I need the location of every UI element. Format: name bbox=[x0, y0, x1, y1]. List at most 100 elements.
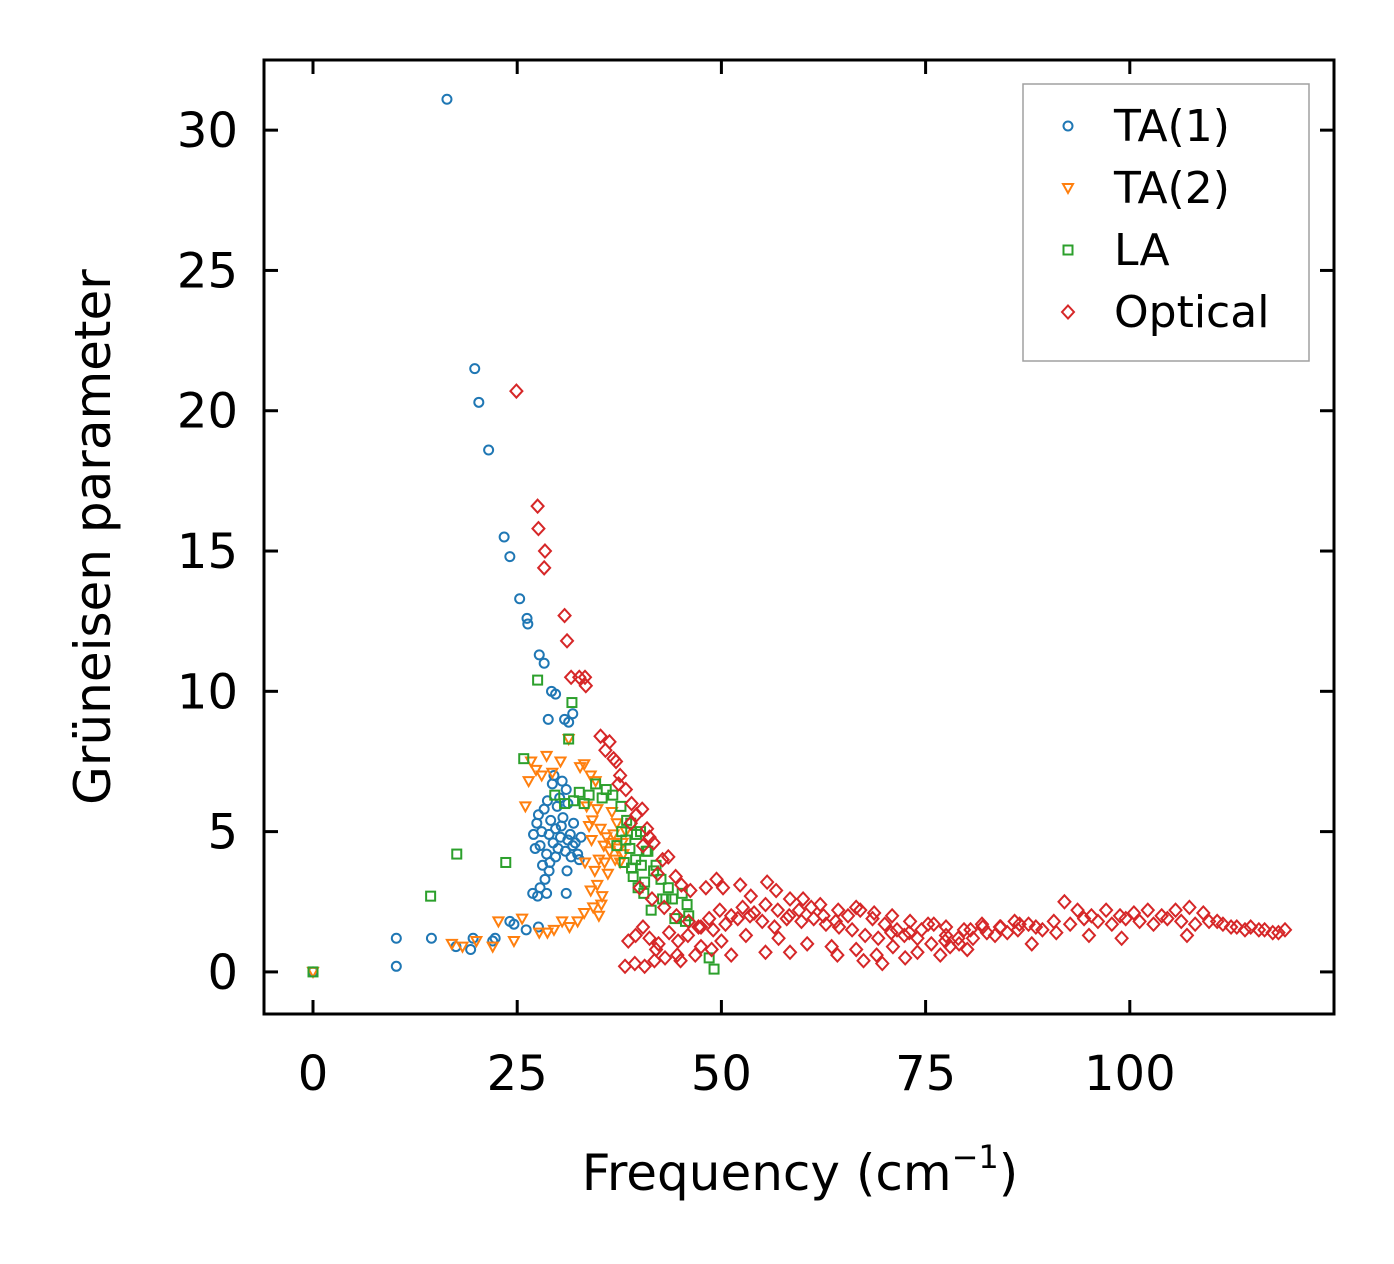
legend-entry: TA(1) bbox=[1062, 101, 1230, 152]
data-point bbox=[541, 887, 553, 899]
data-point bbox=[542, 713, 554, 725]
data-point bbox=[550, 688, 562, 700]
data-point bbox=[824, 938, 840, 955]
data-point bbox=[529, 764, 543, 777]
data-point bbox=[770, 902, 786, 919]
data-point bbox=[701, 910, 717, 927]
series-ta-1 bbox=[307, 93, 587, 978]
data-point bbox=[597, 840, 611, 853]
data-point bbox=[779, 910, 795, 927]
data-point bbox=[648, 941, 664, 958]
data-point bbox=[487, 935, 499, 947]
data-point bbox=[865, 910, 880, 927]
data-point bbox=[1195, 905, 1211, 921]
data-point bbox=[585, 815, 600, 828]
data-point bbox=[618, 781, 634, 798]
data-point bbox=[620, 933, 636, 950]
legend-label: Optical bbox=[1114, 287, 1269, 338]
data-point bbox=[566, 697, 578, 709]
data-point bbox=[656, 899, 672, 916]
y-tick-label: 25 bbox=[177, 243, 238, 299]
y-tick-label: 15 bbox=[177, 524, 238, 580]
data-point bbox=[553, 756, 568, 769]
data-point bbox=[1076, 910, 1092, 927]
data-point bbox=[597, 857, 612, 870]
series-ta-2 bbox=[306, 734, 633, 979]
data-point bbox=[1104, 916, 1120, 933]
data-point bbox=[857, 927, 873, 944]
data-point bbox=[601, 868, 615, 881]
data-point bbox=[521, 612, 533, 624]
data-point bbox=[901, 924, 917, 941]
data-point bbox=[515, 913, 529, 926]
data-point bbox=[1243, 919, 1259, 935]
data-point bbox=[612, 767, 628, 784]
data-point bbox=[681, 913, 697, 930]
data-point bbox=[600, 784, 612, 796]
data-point bbox=[469, 936, 484, 949]
data-point bbox=[555, 820, 567, 832]
data-point bbox=[646, 834, 661, 851]
data-point bbox=[590, 804, 604, 817]
data-point bbox=[956, 921, 972, 938]
data-point bbox=[669, 907, 684, 924]
data-point bbox=[608, 854, 622, 867]
data-point bbox=[885, 938, 901, 955]
data-point bbox=[687, 947, 703, 964]
data-point bbox=[500, 856, 512, 868]
data-point bbox=[1146, 916, 1161, 933]
data-point bbox=[803, 899, 819, 916]
series-optical bbox=[509, 383, 1293, 975]
y-tick-label: 5 bbox=[207, 805, 238, 861]
data-point bbox=[593, 823, 608, 836]
data-point bbox=[540, 927, 555, 940]
data-point bbox=[758, 944, 773, 961]
data-point bbox=[1070, 902, 1085, 919]
data-point bbox=[758, 896, 773, 913]
data-point bbox=[1187, 916, 1203, 933]
data-point bbox=[562, 922, 577, 935]
data-point bbox=[564, 828, 576, 840]
data-point bbox=[543, 828, 555, 840]
data-point bbox=[698, 879, 714, 896]
data-point bbox=[533, 649, 545, 661]
data-point bbox=[662, 882, 674, 894]
data-point bbox=[307, 966, 319, 978]
y-tick-label: 0 bbox=[207, 945, 238, 1001]
legend-entry: TA(2) bbox=[1061, 163, 1230, 214]
data-point bbox=[569, 837, 581, 849]
data-point bbox=[754, 913, 770, 930]
data-point bbox=[595, 891, 609, 904]
data-point bbox=[532, 927, 546, 940]
data-point bbox=[705, 921, 721, 938]
data-point bbox=[791, 902, 807, 919]
data-point bbox=[1229, 919, 1245, 935]
data-point bbox=[870, 930, 886, 947]
data-point bbox=[1182, 899, 1197, 916]
data-point bbox=[812, 896, 828, 913]
data-point bbox=[618, 856, 630, 868]
data-point bbox=[521, 776, 536, 789]
data-point bbox=[1024, 935, 1040, 952]
data-point bbox=[1035, 921, 1050, 938]
data-point bbox=[588, 865, 602, 878]
data-point bbox=[535, 770, 549, 783]
data-point bbox=[877, 916, 893, 933]
data-point bbox=[743, 888, 759, 905]
data-point bbox=[979, 924, 995, 941]
data-point bbox=[532, 674, 544, 686]
data-point bbox=[1173, 913, 1189, 930]
data-point bbox=[738, 927, 754, 944]
data-point bbox=[673, 952, 688, 969]
data-point bbox=[579, 801, 594, 814]
data-point bbox=[691, 919, 706, 935]
data-point bbox=[568, 795, 580, 807]
data-point bbox=[534, 882, 546, 894]
data-point bbox=[645, 904, 657, 916]
y-axis-title: Grüneisen parameter bbox=[64, 269, 122, 805]
data-point bbox=[562, 798, 574, 810]
data-point bbox=[660, 848, 676, 865]
data-point bbox=[1257, 921, 1272, 938]
data-point bbox=[642, 930, 657, 947]
data-point bbox=[975, 919, 991, 935]
